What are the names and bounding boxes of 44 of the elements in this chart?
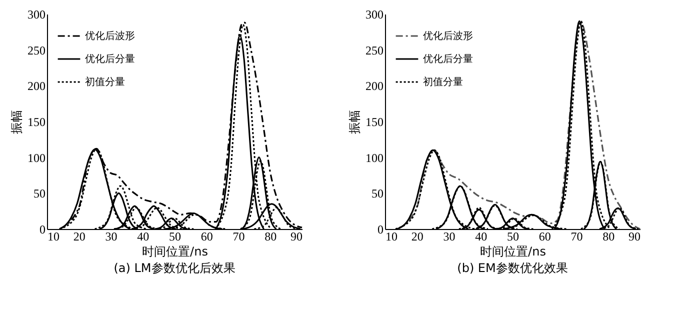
x-tick-label: 90: [290, 230, 302, 244]
x-tick-label: 60: [200, 230, 213, 244]
y-tick-label: 100: [28, 150, 46, 165]
y-tick-label: 50: [372, 186, 384, 201]
y-tick-label: 200: [366, 79, 384, 94]
y-tick-label: 300: [28, 8, 46, 22]
y-tick-label: 150: [28, 115, 46, 129]
legend-label: 优化后波形: [423, 30, 473, 42]
y-tick-label: 150: [366, 115, 384, 129]
legend-label: 初值分量: [423, 76, 463, 88]
y-tick-label: 0: [40, 222, 46, 236]
x-tick-label: 50: [169, 230, 181, 244]
y-tick-label: 100: [366, 150, 384, 165]
legend-label: 初值分量: [85, 76, 125, 88]
x-axis-title: 时间位置/ns: [480, 244, 546, 258]
x-tick-label: 30: [105, 230, 118, 244]
x-tick-label: 40: [475, 230, 488, 244]
x-tick-label: 70: [570, 230, 583, 244]
y-axis-title: 振幅: [348, 110, 362, 134]
y-tick-label: 300: [366, 8, 384, 22]
y-tick-label: 0: [378, 222, 384, 236]
x-tick-label: 80: [264, 230, 277, 244]
y-tick-label: 200: [28, 79, 46, 94]
x-tick-label: 10: [48, 230, 60, 244]
x-tick-label: 50: [507, 230, 519, 244]
text: (b) EM参数优化效果: [457, 261, 568, 275]
x-tick-label: 20: [411, 230, 424, 244]
x-tick-label: 90: [628, 230, 640, 244]
y-axis-title: 振幅: [10, 110, 24, 134]
x-tick-label: 70: [232, 230, 245, 244]
y-tick-label: 250: [28, 43, 46, 58]
legend-label: 优化后分量: [423, 53, 473, 65]
x-tick-label: 30: [443, 230, 456, 244]
x-axis-title: 时间位置/ns: [142, 244, 208, 258]
text: (a) LM参数优化后效果: [114, 261, 236, 275]
legend-label: 优化后分量: [85, 53, 135, 65]
y-tick-label: 250: [366, 43, 384, 58]
y-tick-label: 50: [34, 186, 46, 201]
legend-label: 优化后波形: [85, 30, 135, 42]
x-tick-label: 40: [137, 230, 150, 244]
x-tick-label: 60: [538, 230, 551, 244]
x-tick-label: 20: [73, 230, 86, 244]
x-tick-label: 10: [386, 230, 398, 244]
x-tick-label: 80: [602, 230, 615, 244]
